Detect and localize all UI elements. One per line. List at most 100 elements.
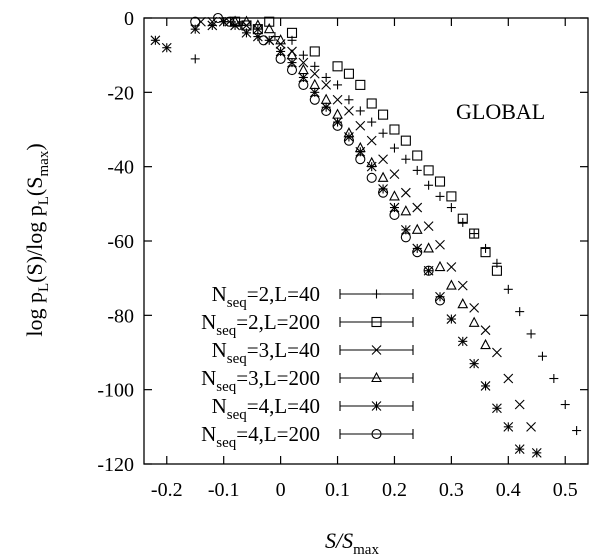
legend-label: Nseq=2,L=40 [212, 282, 320, 311]
data-point-s4 [400, 205, 412, 216]
data-point-s6 [412, 247, 423, 258]
data-point-s5 [161, 42, 172, 53]
data-point-s2 [412, 150, 423, 161]
y-tick-label: 0 [124, 8, 134, 30]
data-point-s5 [207, 20, 218, 31]
data-point-s1 [401, 154, 411, 164]
data-point-s6 [224, 16, 235, 27]
data-point-s2 [332, 61, 343, 72]
y-tick-labels: 0 -20 -40 -60 -80 -100 -120 [97, 8, 134, 476]
data-point-s6 [355, 154, 366, 165]
data-point-s1 [469, 229, 479, 239]
data-point-s2 [366, 98, 377, 109]
data-point-s2 [434, 176, 446, 187]
data-point-s4 [275, 34, 287, 45]
legend-item: Nseq=2,L=200 [201, 310, 414, 339]
data-point-s5 [389, 202, 400, 213]
data-point-s6 [434, 295, 446, 306]
data-point-s1 [412, 165, 422, 175]
data-point-s3 [378, 154, 388, 165]
data-point-s5 [469, 358, 480, 369]
data-point-s2 [480, 247, 491, 258]
data-point-s2 [286, 27, 298, 38]
x-tick-label: 0.1 [325, 479, 350, 501]
data-point-s5 [435, 291, 445, 302]
data-point-s1 [298, 50, 308, 60]
legend-item: Nseq=4,L=40 [212, 394, 414, 423]
data-point-s2 [378, 109, 389, 120]
data-point-s6 [400, 232, 411, 243]
data-point-s3 [446, 262, 457, 272]
y-axis-title: log pL(S)/log pL(Smax) [22, 143, 52, 336]
data-point-s4 [309, 78, 321, 89]
data-point-s4 [252, 19, 264, 30]
data-point-s4 [241, 15, 252, 26]
data-point-s3 [298, 57, 309, 68]
data-point-s3 [503, 373, 514, 384]
data-point-s6 [190, 16, 201, 27]
data-point-s6 [321, 105, 332, 116]
data-point-s3 [469, 303, 480, 313]
data-point-s1 [560, 400, 570, 410]
data-point-s2 [343, 68, 354, 79]
data-point-s6 [286, 64, 298, 76]
data-point-s3 [526, 421, 536, 432]
x-tick-label: 0.4 [496, 479, 521, 501]
data-point-s4 [332, 108, 343, 119]
data-point-s3 [492, 347, 502, 358]
data-point-s3 [287, 46, 297, 57]
x-axis-title: S/Smax [325, 528, 379, 554]
data-point-s2 [355, 79, 366, 90]
legend-item: Nseq=4,L=200 [201, 422, 414, 451]
data-point-s6 [275, 53, 286, 64]
data-point-s1 [481, 243, 491, 253]
data-point-s4 [411, 223, 423, 234]
data-point-s5 [366, 161, 377, 172]
y-tick-label: -100 [97, 380, 134, 402]
data-point-s2 [309, 46, 320, 57]
data-point-s5 [457, 336, 468, 347]
data-point-s5 [150, 35, 161, 46]
data-point-s6 [389, 209, 400, 221]
data-point-s3 [355, 120, 366, 131]
data-point-s2 [491, 265, 502, 276]
data-point-s3 [480, 325, 491, 336]
data-point-s1 [549, 374, 559, 384]
data-point-s5 [503, 421, 514, 432]
data-point-s5 [531, 447, 542, 458]
data-point-s4 [457, 298, 469, 309]
data-point-s4 [434, 260, 446, 272]
data-point-s1 [355, 106, 365, 116]
data-point-s1 [333, 80, 343, 90]
data-point-s5 [378, 184, 388, 194]
data-point-s3 [389, 169, 400, 179]
annotation-global: GLOBAL [456, 99, 545, 124]
data-point-s6 [366, 172, 377, 183]
data-point-s1 [515, 307, 525, 317]
data-point-s2 [446, 191, 457, 202]
data-point-s1 [310, 61, 320, 71]
legend-item: Nseq=3,L=40 [212, 338, 414, 367]
data-point-s3 [321, 80, 332, 90]
data-point-s6 [298, 79, 309, 90]
x-tick-label: 0.2 [382, 479, 407, 501]
x-tick-label: 0.5 [553, 479, 578, 501]
data-point-s1 [270, 32, 280, 42]
y-tick-label: -120 [97, 454, 134, 476]
legend-label: Nseq=4,L=200 [201, 422, 320, 451]
data-point-s3 [457, 280, 468, 291]
data-point-s3 [196, 16, 206, 27]
x-tick-labels: -0.2 -0.1 0 0.1 0.2 0.3 0.4 0.5 [151, 479, 578, 501]
legend-label: Nseq=4,L=40 [212, 394, 320, 423]
x-tick-label: -0.1 [208, 479, 240, 501]
x-tick-label: 0 [276, 479, 286, 501]
data-point-s1 [537, 351, 547, 361]
data-point-s1 [572, 426, 582, 436]
data-point-s6 [212, 12, 224, 24]
data-point-s5 [514, 444, 525, 455]
data-point-s4 [263, 22, 275, 34]
legend-marker [371, 316, 382, 328]
legend-marker [371, 345, 382, 355]
legend-item: Nseq=2,L=40 [212, 282, 414, 311]
data-point-s3 [332, 94, 343, 105]
